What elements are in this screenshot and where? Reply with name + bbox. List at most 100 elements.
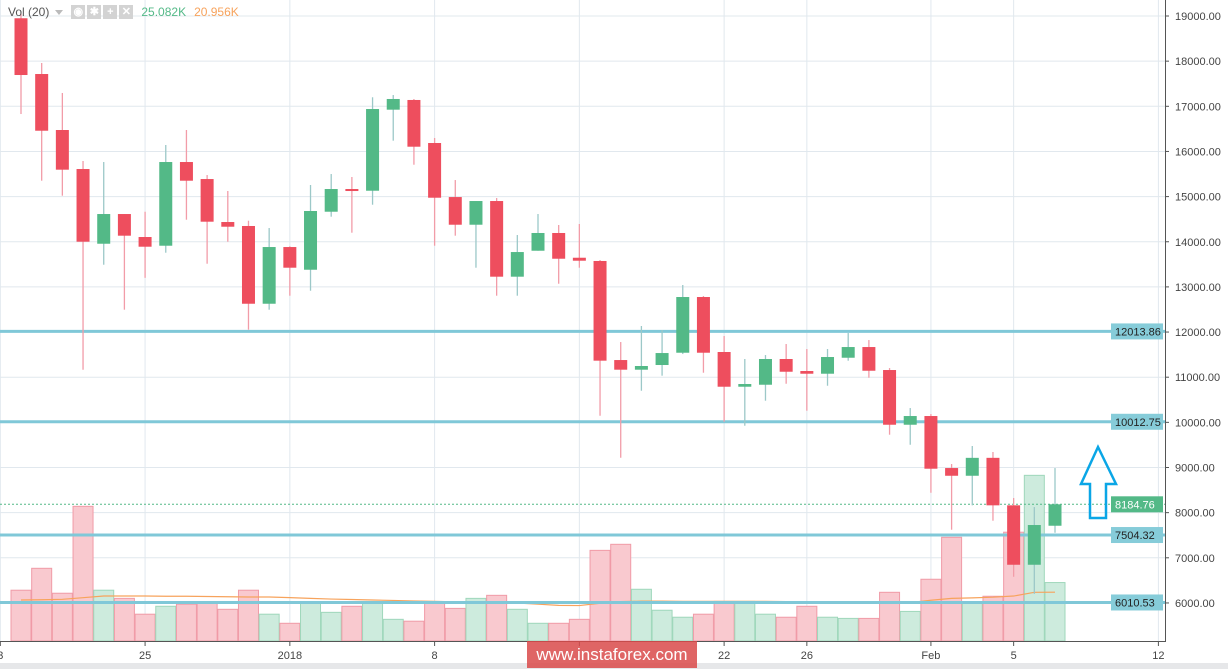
volume-bar <box>506 608 528 642</box>
volume-bar <box>300 602 322 642</box>
watermark: www.instaforex.com <box>527 641 697 668</box>
volume-bar <box>51 592 73 642</box>
candle-down <box>490 201 504 277</box>
price-tick-label: 19000.00 <box>1175 11 1221 23</box>
volume-bar <box>10 589 32 642</box>
volume-bar <box>341 605 363 642</box>
candle-up <box>159 162 173 246</box>
candle-down <box>593 260 607 361</box>
candle-down <box>55 130 69 170</box>
candle-down <box>552 232 566 259</box>
candle-up <box>366 109 380 191</box>
candle-down <box>862 347 876 371</box>
candle-down <box>35 74 49 131</box>
candle-down <box>883 370 897 425</box>
candle-down <box>779 359 793 372</box>
candle-down <box>986 457 1000 506</box>
candle-up <box>531 232 545 251</box>
date-tick-label: 26 <box>801 650 813 662</box>
candle-up <box>262 247 276 304</box>
volume-bar <box>796 605 818 642</box>
candle-up <box>304 211 318 270</box>
volume-bar <box>630 588 652 642</box>
candle-up <box>324 189 338 212</box>
volume-bar <box>610 543 632 642</box>
volume-ma-value: 20.956K <box>194 5 239 19</box>
plus-icon[interactable]: + <box>103 5 118 19</box>
candle-down <box>345 189 359 192</box>
chevron-down-icon[interactable] <box>55 9 64 15</box>
volume-bar <box>692 613 714 642</box>
volume-bar <box>961 602 983 642</box>
candle-up <box>97 214 111 244</box>
volume-bar <box>155 605 177 642</box>
volume-bar <box>382 618 404 642</box>
candle-up <box>903 416 917 425</box>
candle-down <box>614 360 628 370</box>
volume-bar <box>754 613 776 642</box>
price-tick-label: 15000.00 <box>1175 192 1221 204</box>
volume-bar <box>258 613 280 642</box>
volume-indicator-header: Vol (20) ◉ ✱ + ✕ 25.082K 20.956K <box>8 4 239 20</box>
volume-bar <box>589 549 611 642</box>
volume-bar <box>568 618 590 642</box>
candle-down <box>241 225 255 304</box>
candle-down <box>696 297 710 353</box>
indicator-label[interactable]: Vol (20) <box>8 5 50 19</box>
volume-value: 25.082K <box>141 5 187 19</box>
volume-bar <box>941 536 963 642</box>
volume-bar <box>196 601 218 642</box>
candle-up <box>841 347 855 358</box>
volume-bar <box>93 589 115 642</box>
volume-bar <box>651 609 673 642</box>
candle-down <box>800 371 814 374</box>
price-tick-label: 17000.00 <box>1175 101 1221 113</box>
price-tag <box>1111 527 1163 544</box>
price-tick-label: 11000.00 <box>1175 372 1220 384</box>
volume-bar <box>734 600 756 642</box>
price-tag <box>1111 413 1163 430</box>
candle-up <box>676 297 690 353</box>
candle-down <box>117 214 131 236</box>
volume-bar <box>362 602 384 642</box>
price-tag-label: 10012.75 <box>1115 417 1161 429</box>
price-tick-label: 8000.00 <box>1175 508 1215 520</box>
eye-icon[interactable]: ◉ <box>71 5 86 19</box>
price-tick-label: 13000.00 <box>1175 282 1221 294</box>
candle-down <box>200 179 214 222</box>
volume-bar <box>775 616 797 642</box>
volume-bar <box>175 603 197 642</box>
price-axis-bg <box>1165 0 1228 669</box>
volume-bar <box>548 622 570 642</box>
candle-up <box>386 98 400 110</box>
candle-up <box>634 366 648 370</box>
price-tag-label: 7504.32 <box>1115 530 1155 542</box>
candle-down <box>14 18 28 76</box>
volume-bar <box>134 613 156 642</box>
price-tick-label: 6000.00 <box>1175 598 1215 610</box>
price-tag-label: 6010.53 <box>1115 597 1155 609</box>
gear-icon[interactable]: ✱ <box>87 5 102 19</box>
volume-bar <box>899 610 921 642</box>
volume-bar <box>920 578 942 642</box>
close-icon[interactable]: ✕ <box>119 5 134 19</box>
volume-bar <box>879 591 901 642</box>
volume-bar <box>217 608 239 642</box>
volume-bar <box>72 505 94 642</box>
candle-up <box>758 359 772 385</box>
candle-up <box>1027 525 1041 565</box>
price-tick-label: 12000.00 <box>1175 327 1221 339</box>
volume-bar <box>527 622 549 642</box>
volume-bar <box>672 616 694 642</box>
price-tick-label: 7000.00 <box>1175 553 1215 565</box>
date-tick-label: Feb <box>921 650 940 662</box>
volume-bar <box>279 622 301 642</box>
price-tick-label: 18000.00 <box>1175 56 1221 68</box>
candle-up <box>1048 504 1062 526</box>
candle-down <box>179 162 193 181</box>
price-tick-label: 10000.00 <box>1175 417 1221 429</box>
candle-down <box>221 222 235 227</box>
candle-down <box>572 257 586 261</box>
volume-bar <box>444 607 466 642</box>
